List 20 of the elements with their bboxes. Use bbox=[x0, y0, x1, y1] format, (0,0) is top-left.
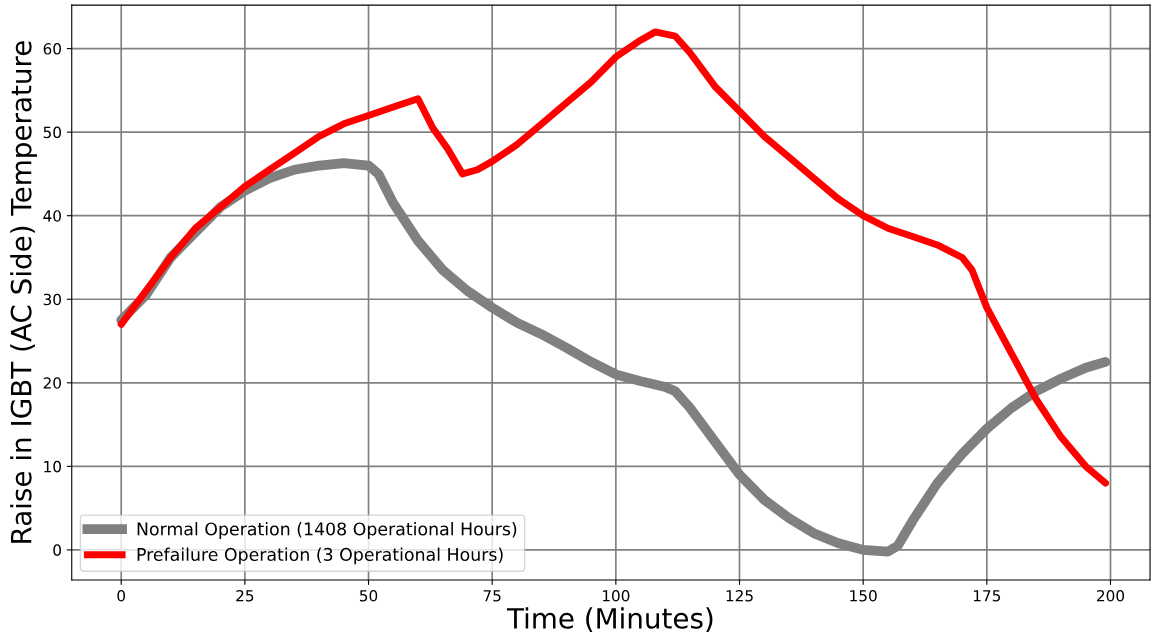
y-tick-label: 30 bbox=[43, 293, 61, 306]
x-tick-label: 100 bbox=[602, 589, 630, 602]
x-tick-label: 125 bbox=[726, 589, 753, 602]
x-tick-label: 175 bbox=[973, 590, 1001, 602]
legend-label: Normal Operation (1408 Operational Hours) bbox=[137, 522, 517, 539]
x-tick-label: 0 bbox=[117, 589, 126, 602]
y-tick-label: 40 bbox=[43, 210, 61, 222]
y-tick-label: 50 bbox=[43, 126, 61, 139]
x-tick-label: 50 bbox=[359, 589, 378, 602]
x-tick-label: 75 bbox=[483, 590, 501, 602]
y-tick-label: 0 bbox=[53, 544, 61, 556]
x-tick-label: 200 bbox=[1097, 589, 1125, 602]
legend-label: Prefailure Operation (3 Operational Hours) bbox=[137, 547, 503, 565]
y-axis-title: Raise in IGBT (AC Side) Temperature bbox=[10, 41, 38, 543]
y-tick-label: 10 bbox=[44, 460, 61, 473]
x-tick-label: 150 bbox=[850, 589, 877, 602]
y-tick-label: 60 bbox=[43, 43, 61, 55]
x-tick-label: 25 bbox=[236, 589, 254, 602]
y-tick-label: 20 bbox=[43, 377, 61, 389]
x-axis-title: Time (Minutes) bbox=[506, 607, 713, 633]
